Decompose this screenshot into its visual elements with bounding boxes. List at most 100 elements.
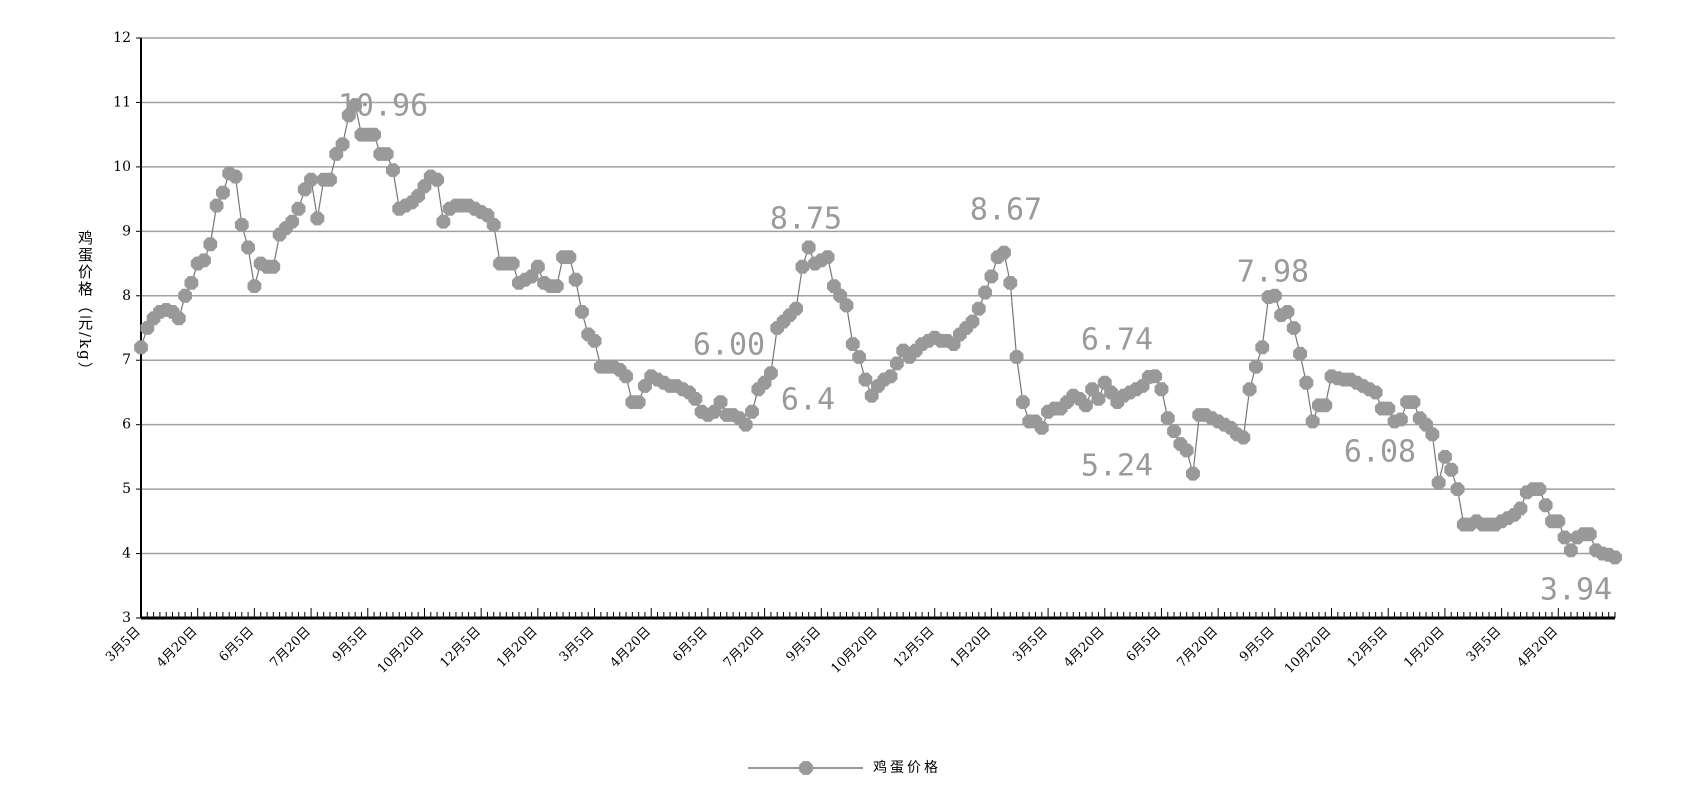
y-tick-label: 3 <box>122 610 131 626</box>
marker <box>1009 350 1024 364</box>
marker <box>845 337 860 351</box>
marker <box>1003 276 1018 290</box>
marker <box>1255 340 1270 355</box>
marker <box>335 137 350 152</box>
marker <box>1249 359 1263 374</box>
x-tick-label: 4月20日 <box>608 624 655 671</box>
marker <box>745 404 759 419</box>
marker <box>379 147 394 161</box>
x-tick-label: 6月5日 <box>670 624 711 665</box>
marker <box>266 259 281 274</box>
marker <box>1564 543 1578 558</box>
marker <box>1242 382 1257 397</box>
marker <box>1305 414 1320 429</box>
marker <box>997 245 1011 260</box>
legend-marker <box>799 761 813 775</box>
marker <box>1154 382 1169 397</box>
marker <box>486 218 501 232</box>
marker <box>1318 398 1333 413</box>
marker <box>1267 288 1282 303</box>
marker <box>386 163 400 177</box>
marker <box>134 340 148 355</box>
annotation: 6.00 <box>693 328 765 363</box>
x-tick-label: 12月5日 <box>891 624 938 671</box>
marker <box>203 237 218 252</box>
marker <box>801 240 816 255</box>
y-tick-label: 12 <box>113 30 131 46</box>
marker <box>1167 424 1181 438</box>
marker <box>1186 466 1200 481</box>
x-tick-label: 10月20日 <box>1282 624 1334 676</box>
marker <box>1148 369 1163 384</box>
marker <box>764 366 778 380</box>
annotation: 6.4 <box>781 383 835 418</box>
marker <box>619 369 633 384</box>
marker <box>1016 395 1030 409</box>
marker <box>1381 401 1396 416</box>
marker <box>310 211 325 226</box>
annotation: 7.98 <box>1237 255 1309 290</box>
marker <box>890 356 904 371</box>
marker <box>852 350 866 364</box>
marker <box>971 301 986 316</box>
x-tick-label: 3月5日 <box>1464 624 1505 665</box>
marker <box>839 298 854 313</box>
marker <box>1280 305 1295 319</box>
x-tick-label: 10月20日 <box>375 624 427 676</box>
x-tick-label: 1月20日 <box>1401 624 1448 671</box>
legend-label: 鸡蛋价格 <box>873 759 941 776</box>
marker <box>178 288 192 303</box>
marker <box>883 369 898 384</box>
x-tick-label: 12月5日 <box>437 624 484 671</box>
marker <box>575 305 589 319</box>
x-tick-label: 9月5日 <box>330 624 371 665</box>
marker <box>1538 498 1553 513</box>
annotation: 6.08 <box>1344 435 1416 470</box>
marker <box>197 253 211 268</box>
marker <box>1551 514 1566 529</box>
marker <box>304 172 318 187</box>
marker <box>1582 527 1597 542</box>
marker <box>1425 427 1440 442</box>
x-tick-label: 1月20日 <box>948 624 995 671</box>
marker <box>285 214 300 229</box>
marker <box>171 311 186 326</box>
marker <box>241 240 255 255</box>
annotation: 8.75 <box>770 202 842 237</box>
marker <box>1557 530 1572 545</box>
marker <box>795 259 810 274</box>
marker <box>216 185 230 200</box>
marker <box>1293 346 1307 361</box>
y-tick-label: 5 <box>122 481 131 497</box>
x-tick-label: 3月5日 <box>103 624 144 665</box>
marker <box>587 334 602 348</box>
marker <box>984 269 999 284</box>
marker <box>1406 395 1421 409</box>
marker <box>713 395 728 409</box>
x-tick-label: 6月5日 <box>217 624 258 665</box>
marker <box>1393 412 1408 427</box>
marker <box>568 272 583 287</box>
marker <box>1236 430 1251 445</box>
marker <box>228 169 243 184</box>
marker <box>1444 462 1459 477</box>
marker <box>738 417 753 432</box>
marker <box>1608 550 1622 565</box>
marker <box>1091 392 1106 406</box>
marker <box>978 285 992 300</box>
marker <box>562 250 577 264</box>
y-tick-label: 7 <box>122 352 131 368</box>
marker <box>1438 450 1452 464</box>
marker <box>965 314 980 329</box>
marker <box>1286 321 1301 335</box>
marker <box>184 276 199 290</box>
marker <box>247 279 262 293</box>
marker <box>858 372 873 387</box>
x-tick-label: 10月20日 <box>828 624 880 676</box>
x-tick-label: 7月20日 <box>267 624 314 671</box>
x-tick-label: 4月20日 <box>154 624 201 671</box>
annotation: 5.24 <box>1081 449 1153 484</box>
marker <box>1450 482 1465 496</box>
x-tick-label: 7月20日 <box>1174 624 1221 671</box>
